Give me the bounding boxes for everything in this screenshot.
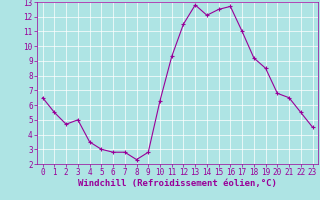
X-axis label: Windchill (Refroidissement éolien,°C): Windchill (Refroidissement éolien,°C) [78, 179, 277, 188]
